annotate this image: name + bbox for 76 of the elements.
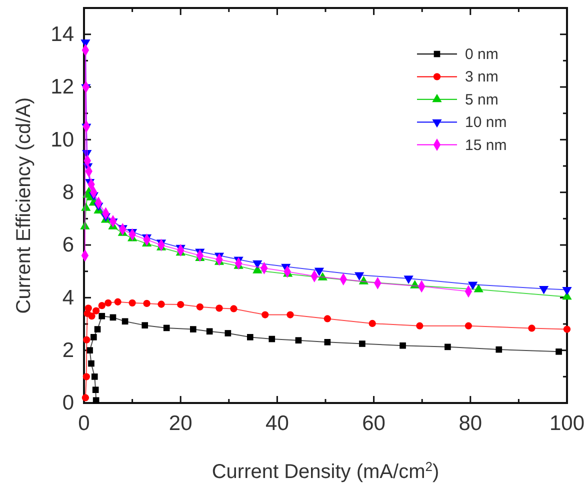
point (88, 312, 96, 320)
point (88, 360, 94, 367)
point (158, 300, 165, 308)
point (98, 312, 106, 320)
y-axis-title: Current Efficiency (cd/A) (13, 97, 35, 314)
point (143, 300, 150, 308)
point (91, 374, 98, 380)
point (563, 326, 571, 333)
point (92, 397, 100, 404)
y-tick-label: 10 (50, 128, 74, 152)
point (444, 344, 451, 350)
point (122, 318, 128, 325)
point (206, 328, 213, 335)
y-tick-label: 2 (62, 339, 74, 362)
point (163, 324, 170, 332)
point (216, 304, 223, 312)
point (314, 268, 324, 276)
point (416, 322, 424, 330)
y-tick-label: 12 (50, 76, 74, 99)
point (94, 326, 101, 332)
legend-label: 5 nm (465, 91, 498, 108)
point (84, 304, 92, 312)
point (92, 386, 99, 393)
legend-label: 15 nm (465, 136, 507, 154)
point (496, 346, 502, 353)
point (286, 311, 294, 318)
legend-label: 0 nm (465, 46, 498, 63)
point (83, 336, 90, 344)
point (400, 342, 406, 349)
point (190, 326, 196, 332)
y-tick-label: 0 (62, 392, 74, 415)
point (98, 302, 106, 310)
point (354, 272, 364, 281)
point (114, 298, 122, 306)
point (468, 282, 478, 290)
legend-label: 3 nm (465, 68, 498, 86)
point (368, 320, 376, 328)
point (268, 336, 276, 342)
point (252, 260, 262, 269)
point (104, 299, 112, 306)
point (295, 337, 302, 344)
point (539, 286, 549, 294)
point (90, 334, 97, 340)
y-tick-label: 6 (62, 234, 74, 257)
point (142, 322, 148, 328)
point (230, 305, 238, 312)
y-tick-label: 8 (62, 181, 74, 204)
point (464, 322, 472, 330)
point (128, 299, 136, 306)
y-tick-label: 4 (62, 286, 74, 310)
point (324, 339, 331, 346)
x-axis-title: Current Density (mA/cm$^{2}$) (212, 458, 440, 483)
x-tick-label: 0 (78, 412, 90, 435)
point (246, 334, 254, 340)
x-tick-label: 60 (362, 412, 386, 435)
x-tick-label: 40 (266, 412, 289, 435)
point (324, 315, 331, 322)
point (262, 311, 269, 318)
x-tick-label: 80 (458, 412, 482, 435)
point (177, 300, 184, 308)
point (82, 394, 90, 402)
point (562, 286, 572, 296)
point (224, 330, 232, 336)
y-tick-label: 14 (50, 23, 74, 46)
point (82, 373, 90, 380)
point (528, 324, 536, 332)
point (556, 348, 562, 355)
point (404, 276, 414, 284)
point (86, 347, 93, 354)
point (110, 314, 116, 321)
point (359, 340, 366, 347)
point (196, 303, 204, 310)
point (92, 307, 100, 314)
legend-label: 10 nm (465, 114, 507, 132)
x-tick-label: 100 (549, 412, 585, 435)
x-tick-label: 20 (168, 412, 192, 435)
